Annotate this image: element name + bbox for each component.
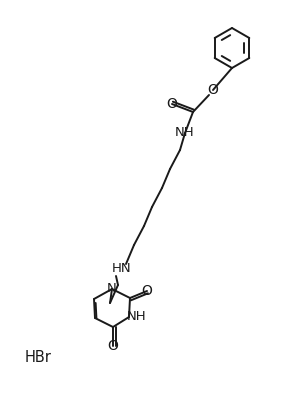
Text: HBr: HBr: [25, 350, 52, 365]
Text: NH: NH: [127, 310, 147, 324]
Text: O: O: [142, 284, 153, 298]
Text: NH: NH: [175, 126, 195, 140]
Text: O: O: [108, 339, 118, 353]
Text: N: N: [107, 282, 117, 296]
Text: O: O: [207, 83, 218, 97]
Text: HN: HN: [112, 261, 132, 275]
Text: O: O: [167, 97, 178, 111]
